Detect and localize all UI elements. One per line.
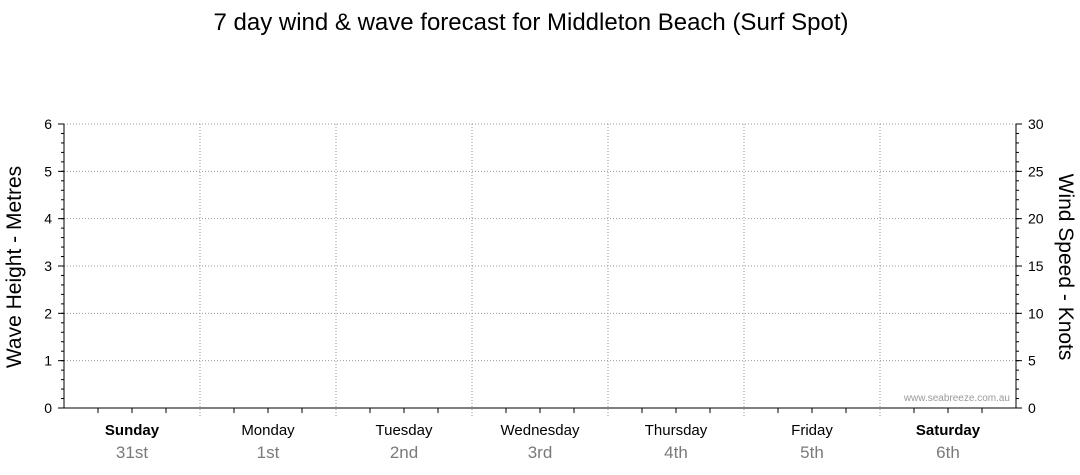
left-axis-ticks: 0 1 2 3 4 5 6 (44, 116, 64, 416)
left-tick-label: 0 (44, 400, 52, 416)
day-date-label: 5th (800, 443, 824, 462)
day-date-label: 4th (664, 443, 688, 462)
right-tick-label: 25 (1028, 163, 1044, 179)
left-axis-title: Wave Height - Metres (3, 166, 26, 368)
right-tick-label: 30 (1028, 116, 1044, 132)
left-tick-label: 1 (44, 353, 52, 369)
day-date-label: 1st (257, 443, 280, 462)
day-date-label: 3rd (528, 443, 553, 462)
day-name-label: Sunday (105, 422, 160, 439)
day-date-label: 6th (936, 443, 960, 462)
day-name-label: Saturday (916, 422, 981, 439)
grid-lines (64, 123, 1016, 418)
right-axis-title: Wind Speed - Knots (1054, 174, 1077, 361)
day-name-label: Wednesday (501, 422, 580, 439)
right-tick-label: 5 (1028, 353, 1036, 369)
day-date-label: 2nd (390, 443, 418, 462)
site-credit: www.seabreeze.com.au (903, 393, 1010, 404)
left-tick-label: 6 (44, 116, 52, 132)
day-name-label: Friday (791, 422, 833, 439)
left-tick-label: 4 (44, 211, 52, 227)
right-tick-label: 10 (1028, 305, 1044, 321)
right-tick-label: 15 (1028, 258, 1044, 274)
left-tick-label: 2 (44, 305, 52, 321)
axes (63, 124, 1017, 413)
day-name-label: Tuesday (376, 422, 433, 439)
day-name-label: Monday (241, 422, 295, 439)
day-date-label: 31st (116, 443, 148, 462)
left-tick-label: 5 (44, 163, 52, 179)
day-name-label: Thursday (645, 422, 708, 439)
chart-title: 7 day wind & wave forecast for Middleton… (214, 9, 849, 36)
right-axis-ticks: 0 5 10 15 20 25 30 (1016, 116, 1044, 416)
right-tick-label: 0 (1028, 400, 1036, 416)
left-tick-label: 3 (44, 258, 52, 274)
right-tick-label: 20 (1028, 211, 1044, 227)
day-labels: Sunday 31st Monday 1st Tuesday 2nd Wednesday 3r… (105, 422, 981, 462)
